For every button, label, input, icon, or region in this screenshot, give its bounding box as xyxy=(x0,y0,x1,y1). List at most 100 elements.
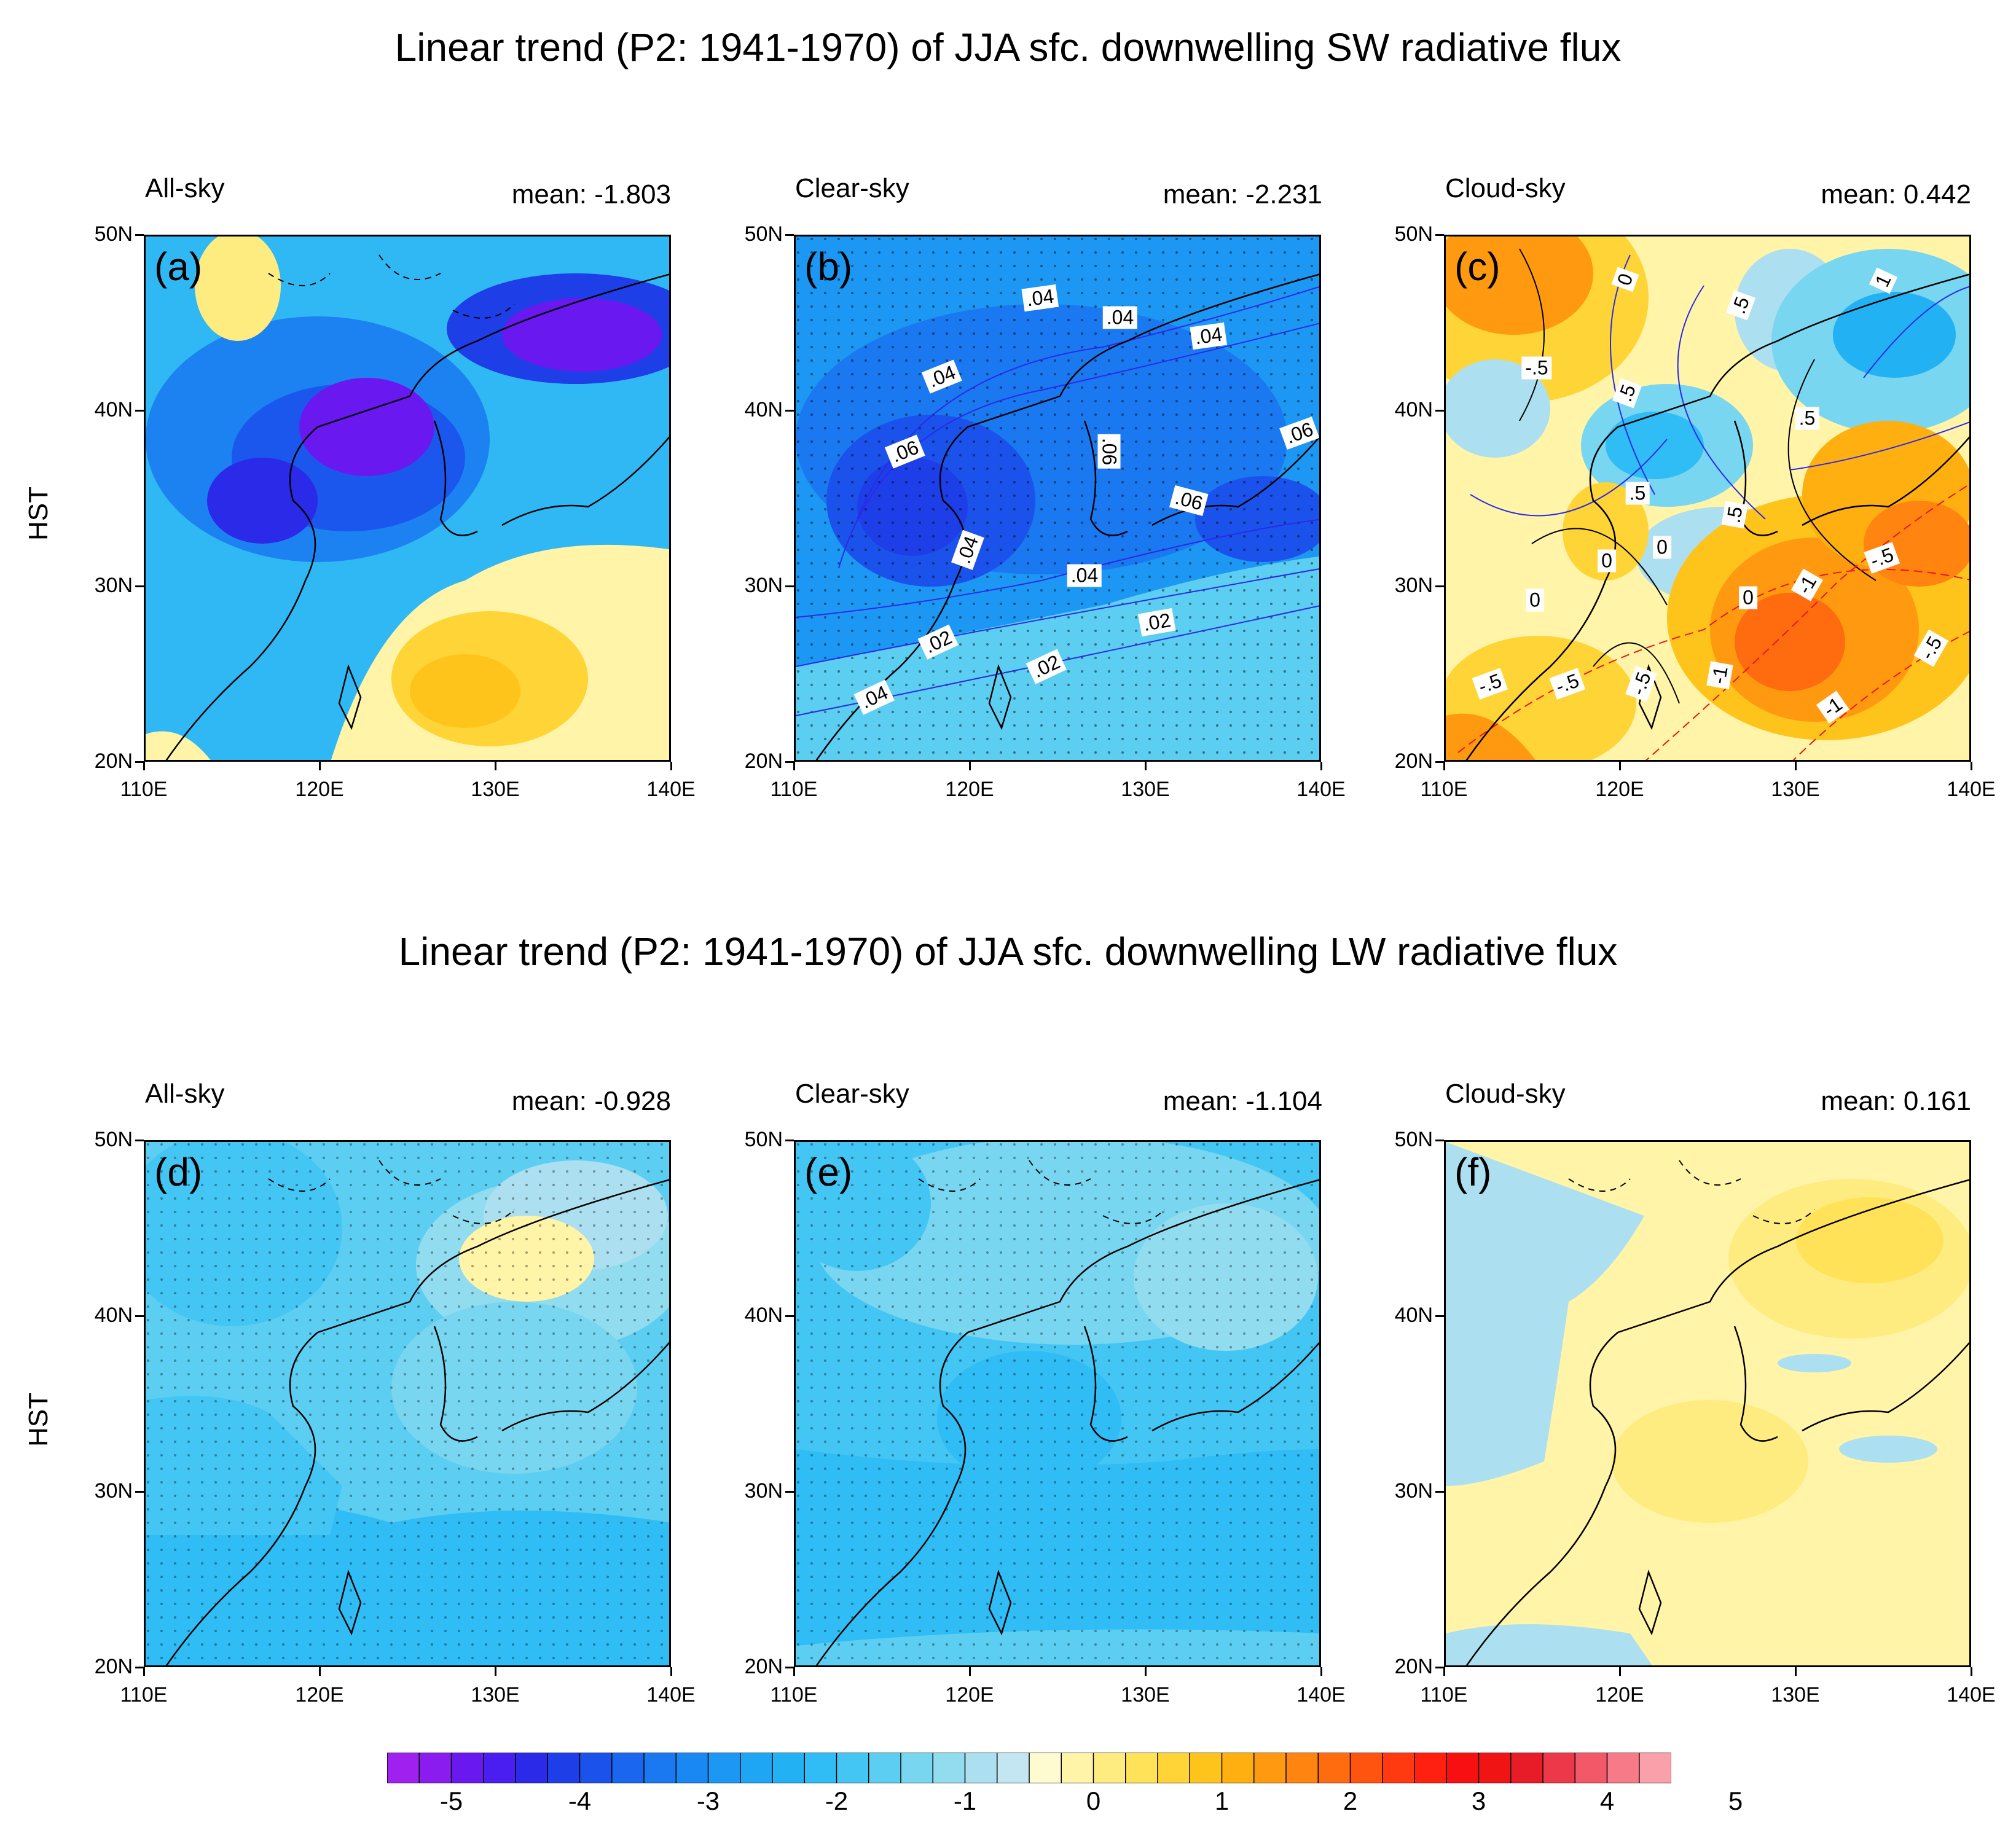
colorbar-swatch-20 xyxy=(1029,1752,1062,1784)
y-tick-mark-a-3 xyxy=(135,761,144,763)
panel-a-mean: mean: -1.803 xyxy=(511,179,671,209)
colorbar-swatch-39 xyxy=(1639,1752,1673,1784)
y-tick-label-e-3: 20N xyxy=(744,1655,783,1678)
contour-label-b-1: .04 xyxy=(1190,322,1228,350)
x-tick-label-e-3: 140E xyxy=(1296,1683,1346,1707)
y-tick-mark-f-1 xyxy=(1435,1315,1444,1317)
x-tick-label-a-2: 130E xyxy=(471,778,520,801)
map-panel-e: (e) xyxy=(794,1140,1321,1667)
y-tick-mark-e-0 xyxy=(785,1140,794,1141)
y-tick-mark-b-3 xyxy=(785,761,794,763)
y-tick-label-a-1: 40N xyxy=(94,398,133,421)
map-panel-a: (a) xyxy=(144,235,671,762)
y-tick-mark-f-0 xyxy=(1435,1140,1444,1141)
map-panel-f: (f) xyxy=(1444,1140,1971,1667)
colorbar-label-9: 4 xyxy=(1599,1786,1615,1815)
y-tick-label-f-0: 50N xyxy=(1394,1128,1433,1151)
y-tick-mark-c-0 xyxy=(1435,234,1444,236)
colorbar-swatch-13 xyxy=(804,1752,837,1784)
panel-d-label: (d) xyxy=(154,1150,203,1194)
y-tick-mark-d-1 xyxy=(135,1315,144,1317)
sw-row-title: Linear trend (P2: 1941-1970) of JJA sfc.… xyxy=(394,25,1622,69)
contour-label-c-5: .5 xyxy=(1795,407,1819,430)
colorbar-label-7: 2 xyxy=(1343,1786,1358,1815)
y-tick-label-c-3: 20N xyxy=(1394,749,1433,773)
colorbar-swatch-32 xyxy=(1414,1752,1448,1784)
y-tick-mark-b-0 xyxy=(785,234,794,236)
x-tick-label-c-1: 120E xyxy=(1595,778,1644,801)
contour-label-c-17: -1 xyxy=(1706,660,1733,690)
panel-c-field xyxy=(1446,237,1969,760)
contour-label-b-9: .04 xyxy=(1067,564,1102,587)
panel-d-mean: mean: -0.928 xyxy=(511,1086,671,1116)
panel-a-field xyxy=(146,237,669,760)
map-panel-c: (c) 0.5 1 -.5.5.5.5.5 0 0 0 0 -.5 -1 -.5 -.5 -.5 -1-… xyxy=(1444,235,1971,762)
colorbar-swatch-29 xyxy=(1317,1752,1351,1784)
y-tick-label-f-1: 40N xyxy=(1394,1304,1433,1327)
colorbar-label-6: 1 xyxy=(1214,1786,1230,1815)
colorbar-swatch-3 xyxy=(483,1752,517,1784)
lw-row-title: Linear trend (P2: 1941-1970) of JJA sfc.… xyxy=(398,929,1618,974)
x-tick-mark-d-2 xyxy=(495,1667,496,1676)
y-tick-mark-b-1 xyxy=(785,410,794,412)
x-tick-label-e-1: 120E xyxy=(945,1683,994,1707)
y-tick-label-b-2: 30N xyxy=(744,574,783,597)
x-tick-label-d-1: 120E xyxy=(295,1683,344,1707)
y-tick-mark-d-3 xyxy=(135,1667,144,1668)
y-tick-mark-d-2 xyxy=(135,1491,144,1493)
panel-e-sky: Clear-sky xyxy=(795,1079,909,1109)
colorbar-swatch-10 xyxy=(707,1752,741,1784)
y-tick-label-e-1: 40N xyxy=(744,1304,783,1327)
y-tick-mark-f-3 xyxy=(1435,1667,1444,1668)
contour-label-c-8: 0 xyxy=(1598,549,1616,573)
colorbar-swatch-37 xyxy=(1574,1752,1608,1784)
panel-b-mean: mean: -2.231 xyxy=(1163,179,1322,209)
y-tick-mark-b-2 xyxy=(785,585,794,587)
x-tick-mark-f-0 xyxy=(1443,1667,1445,1676)
y-tick-mark-e-2 xyxy=(785,1491,794,1493)
y-axis-title-bottom: HST xyxy=(23,1393,53,1447)
map-panel-b: (b) .04.04.04.04.06.06.06.06.04.04.02.02… xyxy=(794,235,1321,762)
y-tick-mark-d-0 xyxy=(135,1140,144,1141)
x-tick-label-b-3: 140E xyxy=(1296,778,1346,801)
x-tick-label-b-1: 120E xyxy=(945,778,994,801)
x-tick-label-c-0: 110E xyxy=(1420,778,1468,801)
x-tick-label-d-0: 110E xyxy=(120,1683,168,1707)
x-tick-label-a-1: 120E xyxy=(295,778,344,801)
colorbar-swatch-19 xyxy=(997,1752,1030,1784)
colorbar-swatch-38 xyxy=(1606,1752,1640,1784)
x-tick-label-f-1: 120E xyxy=(1595,1683,1644,1707)
colorbar-swatch-6 xyxy=(579,1752,613,1784)
colorbar-label-3: -2 xyxy=(825,1786,849,1815)
colorbar-label-5: 0 xyxy=(1086,1786,1101,1815)
colorbar-swatch-31 xyxy=(1382,1752,1416,1784)
x-tick-mark-d-1 xyxy=(319,1667,321,1676)
colorbar-swatch-14 xyxy=(836,1752,869,1784)
panel-d-field xyxy=(146,1142,669,1665)
y-tick-label-c-2: 30N xyxy=(1394,574,1433,597)
y-tick-label-b-1: 40N xyxy=(744,398,783,421)
colorbar-swatch-22 xyxy=(1092,1752,1126,1784)
x-tick-mark-b-2 xyxy=(1145,762,1147,770)
x-tick-label-a-0: 110E xyxy=(120,778,168,801)
colorbar-label-10: 5 xyxy=(1728,1786,1743,1815)
x-tick-label-b-2: 130E xyxy=(1121,778,1170,801)
y-tick-mark-c-3 xyxy=(1435,761,1444,763)
colorbar xyxy=(386,1752,1673,1786)
colorbar-swatch-21 xyxy=(1061,1752,1094,1784)
colorbar-swatch-16 xyxy=(900,1752,934,1784)
colorbar-swatch-30 xyxy=(1349,1752,1383,1784)
y-tick-label-e-0: 50N xyxy=(744,1128,783,1151)
panel-e-mean: mean: -1.104 xyxy=(1163,1086,1322,1116)
panel-b-field xyxy=(796,237,1319,760)
contour-label-c-6: .5 xyxy=(1625,482,1650,505)
contour-label-c-3: -.5 xyxy=(1521,356,1552,380)
colorbar-swatch-12 xyxy=(772,1752,806,1784)
y-tick-mark-e-1 xyxy=(785,1315,794,1317)
x-tick-label-f-3: 140E xyxy=(1947,1683,1996,1707)
y-tick-label-d-0: 50N xyxy=(94,1128,133,1151)
x-tick-mark-c-2 xyxy=(1795,762,1797,770)
x-tick-label-f-2: 130E xyxy=(1771,1683,1820,1707)
colorbar-swatches xyxy=(386,1752,1673,1784)
contour-label-c-10: 0 xyxy=(1526,588,1544,612)
